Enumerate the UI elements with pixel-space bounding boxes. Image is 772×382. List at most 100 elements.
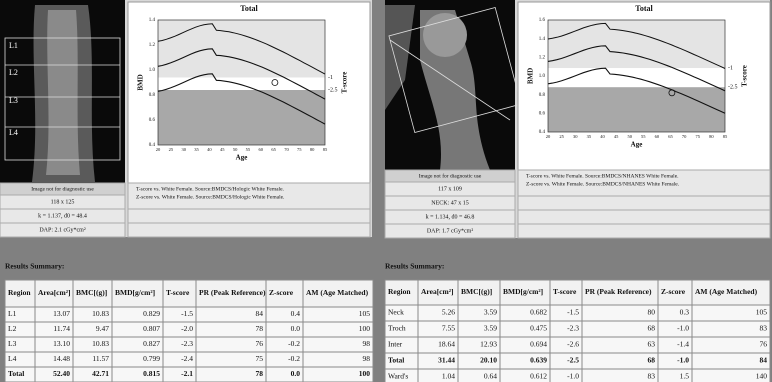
cell-text: 0.829	[143, 309, 160, 318]
header-cell	[34, 279, 74, 308]
cell-text: 80	[648, 308, 656, 317]
y-tick-label: 0.4	[149, 143, 156, 148]
y2-tick-label: -2.5	[728, 85, 738, 91]
cell-text: Total	[388, 356, 404, 365]
x-tick-label: 50	[233, 147, 238, 152]
column-header: BMC[(g)]	[461, 287, 492, 296]
cell-text: Inter	[388, 340, 403, 349]
info-cell	[517, 195, 771, 211]
x-tick-label: 45	[220, 147, 225, 152]
source-text: Z-score vs. White Female. Source:BMDCS/N…	[526, 181, 680, 187]
cell-text: 14.48	[53, 354, 70, 363]
cell-text: 63	[648, 340, 656, 349]
chart-title: Total	[240, 4, 258, 13]
cell-text: 78	[256, 324, 264, 333]
zone-osteoporosis	[158, 90, 325, 145]
column-header: Z-score	[269, 288, 294, 297]
column-header: Region	[388, 287, 411, 296]
x-tick-label: 25	[559, 134, 564, 139]
cell-text: 9.47	[96, 324, 109, 333]
cell-text: 0.639	[530, 356, 547, 365]
column-header: PR (Peak Reference)	[199, 288, 266, 297]
cell-text: 13.10	[53, 339, 70, 348]
x-tick-label: 45	[614, 134, 619, 139]
y-tick-label: 0.8	[539, 93, 546, 98]
cell-text: 68	[648, 356, 656, 365]
cell-text: Neck	[388, 308, 404, 317]
x-tick-label: 60	[259, 147, 264, 152]
cell-text: 140	[756, 372, 768, 381]
header-cell	[581, 279, 659, 306]
reference-curve	[547, 67, 726, 114]
x-tick-label: 65	[271, 147, 276, 152]
cell-text: -1.0	[567, 372, 579, 381]
cell-text: -1.0	[677, 356, 689, 365]
x-axis-label: Age	[236, 154, 248, 162]
x-tick-label: 55	[246, 147, 251, 152]
cell-text: -1.5	[181, 309, 193, 318]
x-tick-label: 20	[546, 134, 551, 139]
cell-text: -2.1	[181, 369, 193, 378]
vertebra-label: L1	[9, 41, 18, 50]
cell-text: -2.3	[181, 339, 193, 348]
results-title: Results Summary:	[385, 262, 444, 271]
column-header: BMD[g/cm²]	[503, 287, 543, 296]
reference-curve	[547, 45, 726, 92]
cell-text: 7.55	[442, 324, 455, 333]
spine-core	[46, 10, 80, 175]
cell-text: L1	[8, 309, 17, 318]
cell-text: 13.07	[53, 309, 70, 318]
table-cell	[691, 320, 771, 338]
cell-text: 83	[648, 372, 656, 381]
x-tick-label: 70	[682, 134, 687, 139]
x-tick-label: 20	[156, 147, 161, 152]
zone-normal	[548, 20, 725, 69]
cell-text: 3.59	[484, 308, 497, 317]
cell-text: L4	[8, 354, 17, 363]
column-header: BMC[(g)]	[76, 288, 107, 297]
plot-frame	[157, 19, 326, 146]
reference-curve	[157, 73, 326, 125]
info-cell	[127, 182, 371, 210]
cell-text: 5.26	[442, 308, 455, 317]
cell-text: 10.83	[92, 339, 109, 348]
y-tick-label: 1.2	[539, 55, 546, 60]
x-tick-label: 75	[297, 147, 302, 152]
x-tick-label: 70	[284, 147, 289, 152]
cell-text: 0.64	[484, 372, 497, 381]
cell-text: Ward's	[388, 372, 408, 381]
reference-curve	[157, 23, 326, 75]
header-cell	[72, 279, 113, 308]
y-tick-label: 0.6	[539, 111, 546, 116]
cell-text: 0.694	[530, 340, 547, 349]
cell-text: -2.6	[567, 340, 579, 349]
header-cell	[111, 279, 164, 308]
cell-text: 18.64	[438, 340, 455, 349]
info-cell	[517, 209, 771, 225]
y-tick-label: 1.6	[539, 18, 546, 23]
patient-marker	[668, 89, 676, 97]
cell-text: 76	[256, 339, 264, 348]
cell-text: 0.0	[291, 324, 301, 333]
cell-text: 11.74	[53, 324, 70, 333]
y-tick-label: 0.4	[539, 130, 546, 135]
info-cell	[517, 169, 771, 197]
cell-text: 0.0	[291, 369, 301, 378]
info-text: k = 1.137, d0 = 48.4	[38, 213, 87, 219]
y2-axis-label: T-score	[341, 72, 349, 94]
x-axis-label: Age	[631, 141, 643, 149]
cell-text: 12.93	[480, 340, 497, 349]
cell-text: 0.807	[143, 324, 160, 333]
cell-text: 84	[760, 356, 768, 365]
cell-text: 0.827	[143, 339, 160, 348]
vertebra-label: L4	[9, 128, 18, 137]
y-tick-label: 1.4	[149, 18, 156, 23]
column-header: AM (Age Matched)	[695, 287, 758, 296]
cell-text: -2.3	[567, 324, 579, 333]
cell-text: 3.59	[484, 324, 497, 333]
column-header: AM (Age Matched)	[306, 288, 369, 297]
cell-text: 78	[256, 369, 264, 378]
info-text: 117 x 109	[438, 186, 462, 192]
x-tick-label: 80	[709, 134, 714, 139]
header-cell	[417, 279, 459, 306]
